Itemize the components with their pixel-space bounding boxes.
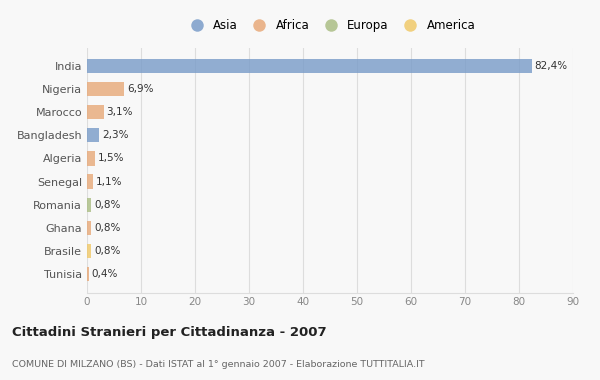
Bar xyxy=(87,174,93,189)
Bar xyxy=(87,128,100,142)
Bar xyxy=(87,59,532,73)
Text: 0,8%: 0,8% xyxy=(94,246,121,256)
Text: 0,4%: 0,4% xyxy=(92,269,118,279)
Text: 1,5%: 1,5% xyxy=(98,154,124,163)
Text: 82,4%: 82,4% xyxy=(535,61,568,71)
Text: 1,1%: 1,1% xyxy=(95,177,122,187)
Bar xyxy=(87,267,89,282)
Bar xyxy=(87,244,91,258)
Text: 3,1%: 3,1% xyxy=(106,107,133,117)
Text: 0,8%: 0,8% xyxy=(94,223,121,233)
Bar xyxy=(87,151,95,166)
Bar xyxy=(87,198,91,212)
Text: 6,9%: 6,9% xyxy=(127,84,154,94)
Bar xyxy=(87,82,124,96)
Legend: Asia, Africa, Europa, America: Asia, Africa, Europa, America xyxy=(182,17,478,34)
Text: 0,8%: 0,8% xyxy=(94,200,121,210)
Text: Cittadini Stranieri per Cittadinanza - 2007: Cittadini Stranieri per Cittadinanza - 2… xyxy=(12,326,326,339)
Bar xyxy=(87,105,104,119)
Text: 2,3%: 2,3% xyxy=(102,130,128,140)
Text: COMUNE DI MILZANO (BS) - Dati ISTAT al 1° gennaio 2007 - Elaborazione TUTTITALIA: COMUNE DI MILZANO (BS) - Dati ISTAT al 1… xyxy=(12,360,425,369)
Bar xyxy=(87,221,91,235)
